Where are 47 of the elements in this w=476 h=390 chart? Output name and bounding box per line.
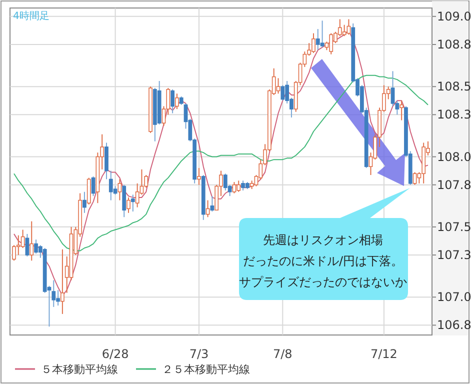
candlestick	[126, 196, 130, 214]
y-tick-label: 107.5	[437, 220, 472, 234]
candlestick	[390, 70, 395, 107]
candlestick	[412, 172, 417, 186]
candlestick	[316, 28, 320, 51]
candlestick	[175, 93, 179, 110]
candlestick	[60, 248, 64, 314]
y-tick-label: 108.5	[437, 80, 472, 94]
candlestick	[52, 280, 56, 308]
x-tick-label: 7/8	[273, 347, 292, 361]
candlestick	[170, 88, 174, 114]
x-tick-label: 7/12	[370, 347, 398, 361]
legend-label: ２５本移動平均線	[162, 363, 250, 376]
annotation: だったのに米ドル/円は下落。	[242, 254, 404, 268]
y-tick-label: 108.8	[437, 37, 472, 52]
candlestick	[25, 233, 30, 257]
annotation: サプライズだったのではないか	[239, 275, 407, 289]
legend-label: ５本移動平均線	[41, 363, 118, 376]
candlestick	[91, 176, 96, 197]
candlestick	[276, 78, 280, 94]
candlestick	[104, 142, 108, 180]
y-tick-label: 108.0	[437, 150, 472, 164]
annotation: 先週はリスクオン相場	[263, 233, 383, 247]
candlestick	[329, 32, 334, 55]
candlestick	[280, 84, 285, 102]
candlestick	[86, 177, 91, 205]
candlestick	[210, 196, 214, 212]
y-tick-label: 108.3	[437, 108, 472, 122]
x-tick-label: 6/28	[102, 347, 129, 361]
y-tick-label: 109.0	[437, 9, 472, 24]
y-tick-label: 106.8	[437, 318, 472, 332]
x-tick-label: 7/3	[189, 347, 209, 361]
chart-title: 4時間足	[13, 10, 50, 22]
candlestick	[236, 180, 241, 192]
candlestick	[130, 194, 135, 212]
y-tick-label: 107.3	[437, 248, 472, 262]
candlestick	[122, 184, 126, 218]
candlestick	[320, 20, 324, 48]
candlestick	[82, 191, 86, 214]
candlestick	[400, 100, 404, 121]
candlestick	[30, 220, 34, 262]
line-series	[14, 74, 428, 252]
candlestick	[197, 167, 201, 186]
candlestick	[20, 229, 25, 248]
y-tick-label: 107.0	[437, 290, 472, 304]
y-tick-label: 107.8	[437, 178, 472, 192]
candlestick	[108, 170, 113, 201]
